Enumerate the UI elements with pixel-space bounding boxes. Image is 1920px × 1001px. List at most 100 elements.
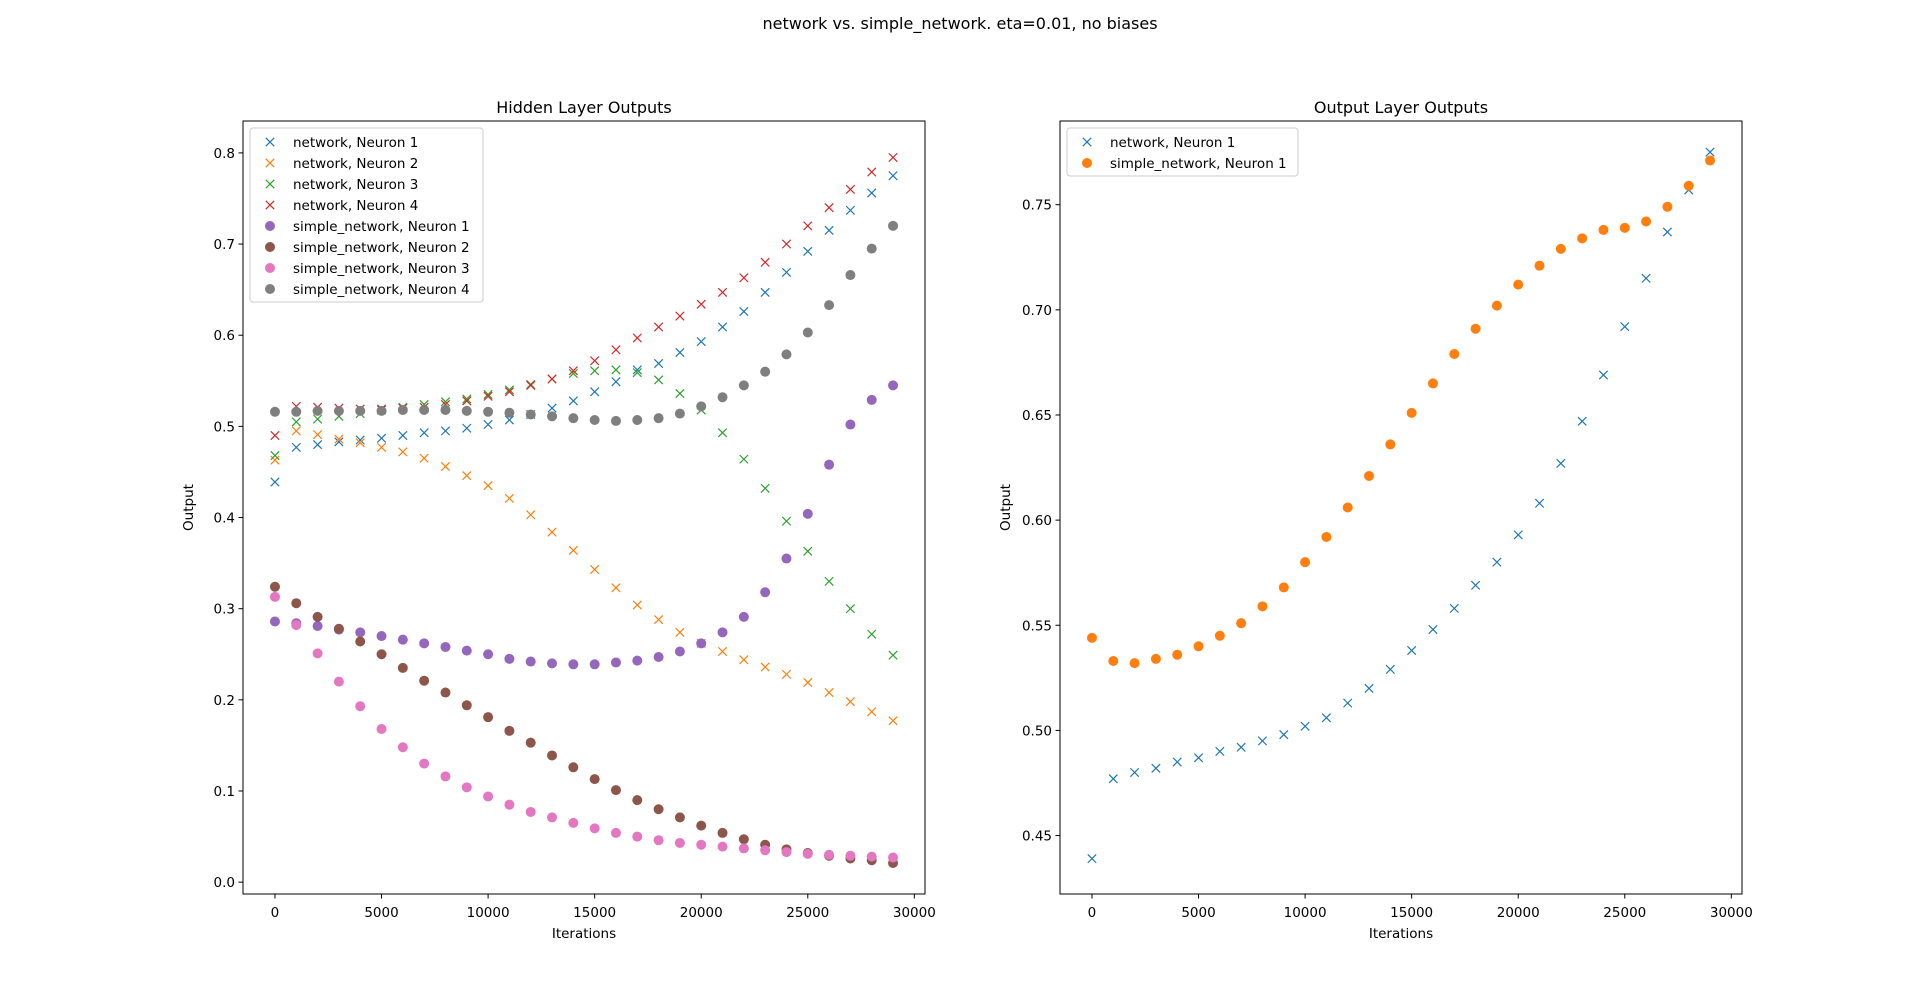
output-layer-chart: Output Layer Outputs Iterations Output 0 500… xyxy=(998,98,1753,942)
data-point xyxy=(568,368,578,379)
data-point xyxy=(483,712,494,723)
chart-title: Output Layer Outputs xyxy=(1314,98,1488,117)
data-point xyxy=(1598,370,1609,380)
data-point xyxy=(419,675,430,686)
data-point xyxy=(504,493,515,504)
data-point xyxy=(419,638,430,649)
data-point xyxy=(738,611,749,622)
data-point xyxy=(355,435,365,445)
y-tick-label: 0.7 xyxy=(214,237,235,253)
data-point xyxy=(802,508,813,519)
data-point xyxy=(760,257,770,267)
legend-entry: simple_network, Neuron 1 xyxy=(293,219,470,235)
x-tick-label: 15000 xyxy=(1390,905,1433,921)
data-point xyxy=(334,434,344,444)
data-point xyxy=(824,576,834,586)
data-point xyxy=(845,270,856,281)
data-point xyxy=(845,419,856,430)
data-point xyxy=(803,677,813,688)
data-point xyxy=(1214,630,1225,641)
data-point xyxy=(440,397,451,407)
data-point xyxy=(1129,658,1140,669)
data-point xyxy=(1172,757,1182,767)
data-point xyxy=(525,806,536,817)
data-point xyxy=(461,700,472,711)
data-point xyxy=(312,429,323,440)
data-point xyxy=(738,834,749,845)
data-point xyxy=(888,852,899,863)
data-point xyxy=(590,564,600,575)
data-point xyxy=(888,171,898,181)
data-point xyxy=(526,379,536,390)
data-point xyxy=(781,516,792,526)
data-point xyxy=(269,591,280,602)
data-point xyxy=(739,306,749,317)
data-point xyxy=(781,553,792,564)
y-tick-label: 0.4 xyxy=(214,511,235,527)
data-point xyxy=(888,220,899,231)
legend-marker xyxy=(265,137,275,147)
data-point xyxy=(568,396,578,406)
legend-marker xyxy=(265,158,275,168)
data-point xyxy=(802,327,813,338)
data-point xyxy=(525,656,536,667)
data-point xyxy=(653,358,664,369)
data-point xyxy=(632,600,642,610)
data-point xyxy=(568,545,578,555)
data-point xyxy=(717,322,728,332)
data-point xyxy=(568,762,579,773)
data-point xyxy=(483,419,493,430)
data-point xyxy=(1492,557,1502,567)
data-point xyxy=(589,774,600,785)
data-point xyxy=(376,649,387,660)
data-point xyxy=(802,848,813,859)
data-point xyxy=(397,662,408,673)
data-point xyxy=(462,394,472,404)
data-point xyxy=(269,406,280,417)
data-point xyxy=(1407,645,1417,656)
data-point xyxy=(653,614,664,625)
data-point xyxy=(398,447,408,457)
data-point xyxy=(632,414,643,425)
data-point xyxy=(866,243,877,254)
data-point xyxy=(291,598,302,609)
hidden-layer-chart: Hidden Layer Outputs Iterations Output 0 500… xyxy=(181,98,936,942)
x-tick-label: 5000 xyxy=(1181,905,1215,921)
data-point xyxy=(1087,854,1097,864)
x-tick-label: 20000 xyxy=(680,905,723,921)
data-point xyxy=(866,394,877,405)
data-point xyxy=(1193,753,1204,763)
data-point xyxy=(760,662,770,672)
data-point xyxy=(312,648,323,659)
data-point xyxy=(653,375,664,385)
data-point xyxy=(440,461,451,472)
data-point xyxy=(525,409,536,420)
data-point xyxy=(610,785,621,796)
data-point xyxy=(867,188,877,198)
y-tick-label: 0.55 xyxy=(1022,618,1052,634)
data-point xyxy=(1577,416,1587,426)
data-point xyxy=(419,428,429,438)
x-tick-label: 30000 xyxy=(893,905,936,921)
data-point xyxy=(312,414,323,424)
data-point xyxy=(1534,260,1545,271)
data-point xyxy=(504,653,515,664)
data-point xyxy=(270,477,280,487)
y-tick-label: 0.8 xyxy=(214,146,235,162)
plot-frame xyxy=(1059,120,1743,895)
x-axis-label: Iterations xyxy=(552,926,616,942)
x-tick-label: 5000 xyxy=(364,905,398,921)
data-point xyxy=(590,366,600,376)
data-point xyxy=(1151,763,1161,773)
data-point xyxy=(717,428,728,438)
data-point xyxy=(610,657,621,668)
legend-box xyxy=(1066,127,1299,177)
data-point xyxy=(483,406,494,417)
data-point xyxy=(781,349,792,360)
data-point xyxy=(333,405,344,416)
data-point xyxy=(824,849,835,860)
x-tick-label: 0 xyxy=(271,905,280,921)
x-tick-label: 10000 xyxy=(467,905,510,921)
data-point xyxy=(1257,601,1268,612)
